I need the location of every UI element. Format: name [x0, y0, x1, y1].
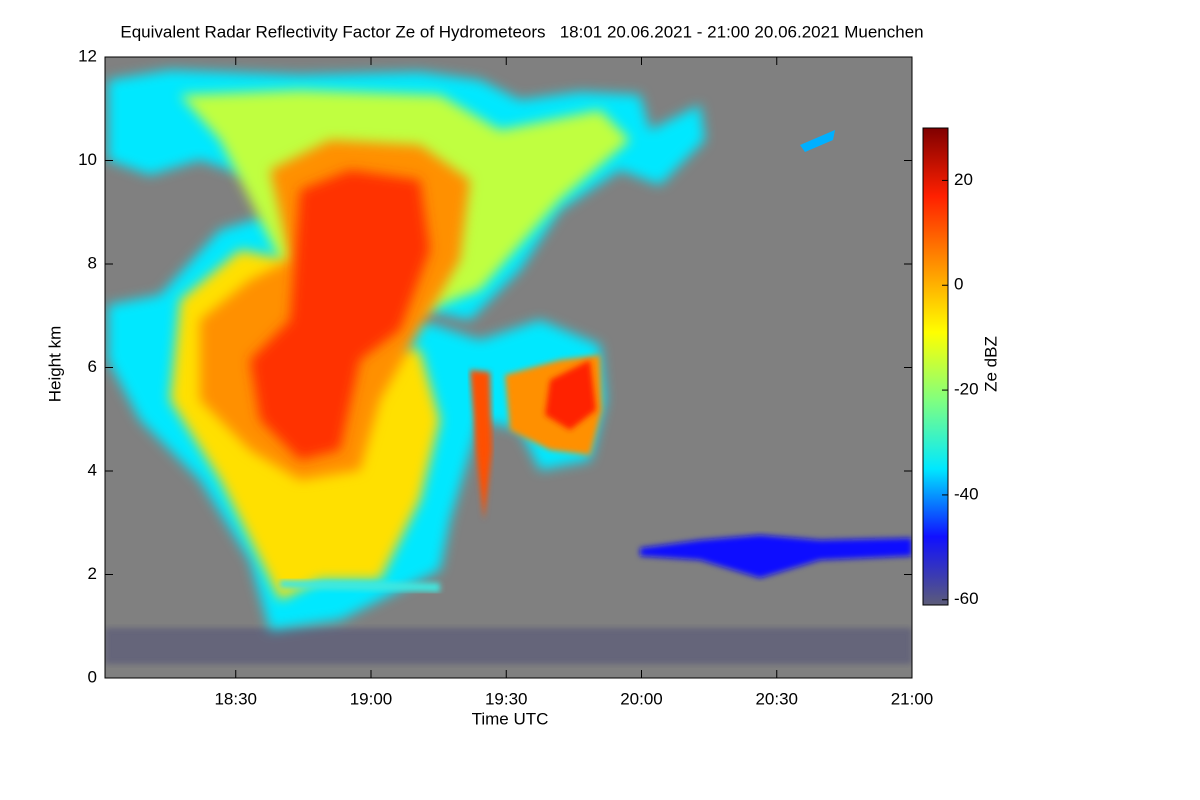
echo [640, 535, 912, 578]
echo [280, 580, 440, 592]
colorbar-tick-label: -60 [954, 589, 979, 608]
x-tick-label: 20:00 [620, 689, 663, 708]
colorbar-tick-label: -40 [954, 484, 979, 503]
y-tick-label: 8 [88, 253, 97, 272]
x-axis-label: Time UTC [472, 709, 549, 728]
echo [800, 130, 835, 152]
colorbar-frame [922, 127, 949, 606]
clutter [105, 628, 912, 664]
colorbar-tick-label: 20 [954, 170, 973, 189]
x-tick-label: 20:30 [755, 689, 798, 708]
echo [545, 360, 596, 430]
y-tick-label: 12 [78, 46, 97, 65]
y-tick-label: 6 [88, 357, 97, 376]
echo [250, 170, 430, 460]
x-tick-label: 19:30 [485, 689, 528, 708]
y-tick-label: 4 [88, 460, 97, 479]
y-axis-label: Height km [45, 326, 64, 403]
echo [470, 370, 492, 520]
colorbar [923, 128, 948, 605]
colorbar-label: Ze dBZ [981, 336, 1000, 392]
colorbar-tick-label: -20 [954, 380, 979, 399]
radar-field [105, 70, 912, 664]
x-tick-label: 19:00 [350, 689, 393, 708]
x-tick-label: 21:00 [891, 689, 934, 708]
y-tick-label: 0 [88, 667, 97, 686]
y-tick-label: 2 [88, 564, 97, 583]
y-tick-label: 10 [78, 150, 97, 169]
chart-title: Equivalent Radar Reflectivity Factor Ze … [120, 22, 923, 41]
x-tick-label: 18:30 [214, 689, 257, 708]
colorbar-tick-label: 0 [954, 275, 963, 294]
